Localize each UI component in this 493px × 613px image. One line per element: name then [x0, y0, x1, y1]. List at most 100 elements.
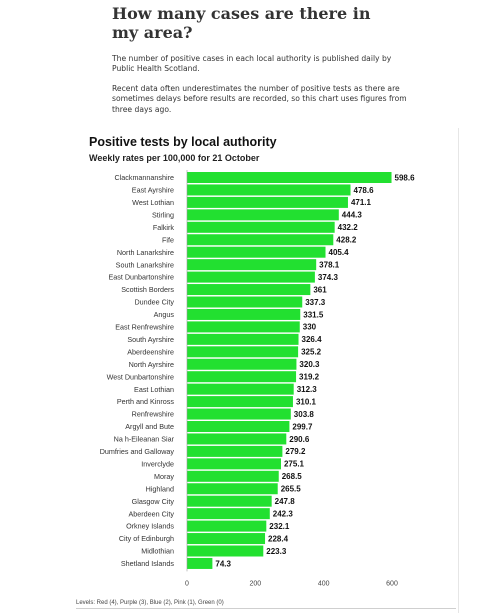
value-label: 242.3 — [273, 509, 294, 518]
bar — [187, 184, 351, 196]
bar — [187, 470, 279, 482]
chart-subtitle: Weekly rates per 100,000 for 21 October — [89, 153, 260, 163]
category-label: East Ayrshire — [132, 186, 174, 195]
category-label: East Dunbartonshire — [108, 273, 174, 282]
bar — [187, 458, 281, 470]
bar — [187, 271, 315, 283]
bar — [187, 221, 335, 233]
category-label: North Lanarkshire — [117, 248, 174, 257]
bar — [187, 383, 294, 395]
category-label: Fife — [162, 235, 174, 244]
category-label: Renfrewshire — [132, 410, 174, 419]
bar — [187, 172, 392, 183]
category-label: Clackmannanshire — [114, 173, 174, 182]
category-label: Perth and Kinross — [117, 397, 175, 406]
category-label: Dundee City — [134, 298, 174, 307]
bar — [187, 296, 303, 308]
value-label: 428.2 — [336, 236, 357, 245]
chart-figure: Clackmannanshire 598.6 East Ayrshire 478.6 W… — [76, 128, 459, 613]
value-label: 232.1 — [269, 522, 290, 531]
category-label: Falkirk — [153, 223, 175, 232]
article-headline: How many cases are there in my area? — [112, 4, 371, 42]
value-label: 290.6 — [289, 435, 310, 444]
value-label: 325.2 — [301, 348, 322, 357]
value-label: 378.1 — [319, 260, 340, 269]
value-label: 228.4 — [268, 534, 289, 543]
value-label: 310.1 — [296, 397, 317, 406]
value-label: 361 — [313, 285, 327, 294]
value-label: 320.3 — [299, 360, 320, 369]
category-label: Aberdeenshire — [127, 347, 174, 356]
bar — [187, 346, 299, 358]
value-label: 471.1 — [351, 198, 372, 207]
category-label: West Dunbartonshire — [107, 372, 174, 381]
value-label: 279.2 — [285, 447, 306, 456]
value-label: 268.5 — [282, 472, 303, 481]
value-label: 405.4 — [329, 248, 350, 257]
category-label: Na h-Eileanan Siar — [114, 435, 175, 444]
category-label: Scottish Borders — [121, 285, 174, 294]
category-label: South Lanarkshire — [116, 260, 174, 269]
category-label: North Ayrshire — [129, 360, 174, 369]
value-label: 374.3 — [318, 273, 339, 282]
value-label: 74.3 — [215, 559, 231, 568]
value-label: 303.8 — [294, 410, 315, 419]
bar — [187, 371, 297, 383]
category-label: Highland — [146, 484, 174, 493]
bar — [187, 284, 311, 296]
bar — [187, 321, 300, 333]
x-tick-label: 600 — [386, 580, 398, 587]
bar — [187, 408, 291, 420]
bar — [187, 495, 272, 507]
category-label: City of Edinburgh — [119, 534, 174, 543]
bar — [187, 246, 326, 258]
value-label: 444.3 — [342, 211, 363, 220]
bar — [187, 445, 283, 457]
value-label: 330 — [303, 323, 317, 332]
value-label: 312.3 — [297, 385, 318, 394]
footer-divider — [76, 608, 456, 609]
value-label: 478.6 — [354, 186, 375, 195]
category-label: Midlothian — [141, 547, 174, 556]
value-label: 265.5 — [281, 485, 302, 494]
category-label: Angus — [154, 310, 175, 319]
bar-chart: Clackmannanshire 598.6 East Ayrshire 478.6 W… — [100, 170, 416, 587]
bar — [187, 545, 264, 557]
category-label: Orkney Islands — [126, 522, 174, 531]
value-label: 223.3 — [266, 547, 287, 556]
x-tick-label: 400 — [318, 580, 330, 587]
value-label: 319.2 — [299, 373, 320, 382]
category-label: Stirling — [152, 210, 174, 219]
category-label: East Lothian — [134, 385, 174, 394]
category-label: Argyll and Bute — [125, 422, 174, 431]
value-label: 598.6 — [395, 173, 416, 182]
value-label: 432.2 — [338, 223, 359, 232]
article-paragraph-2: Recent data often underestimates the num… — [112, 83, 407, 114]
category-label: Shetland Islands — [121, 559, 175, 568]
bar — [187, 421, 290, 432]
value-label: 299.7 — [292, 422, 313, 431]
bar — [187, 433, 287, 445]
x-tick-label: 200 — [249, 580, 261, 587]
bar — [187, 234, 334, 246]
bar — [187, 483, 278, 495]
chart-title: Positive tests by local authority — [89, 135, 277, 149]
x-tick-label: 0 — [185, 580, 189, 587]
article-paragraph-1: The number of positive cases in each loc… — [112, 54, 392, 74]
value-label: 337.3 — [305, 298, 326, 307]
category-label: Aberdeen City — [128, 509, 174, 518]
bar — [187, 196, 348, 208]
bar — [187, 557, 213, 569]
article-header: How many cases are there in my area? The… — [112, 0, 412, 115]
value-label: 326.4 — [302, 335, 323, 344]
bar — [187, 259, 317, 271]
value-label: 247.8 — [275, 497, 296, 506]
category-label: Inverclyde — [141, 459, 174, 468]
category-label: Glasgow City — [132, 497, 175, 506]
bar — [187, 396, 293, 408]
value-label: 331.5 — [303, 310, 324, 319]
category-label: Moray — [154, 472, 174, 481]
bar — [187, 308, 301, 320]
bar — [187, 333, 299, 345]
value-label: 275.1 — [284, 460, 305, 469]
